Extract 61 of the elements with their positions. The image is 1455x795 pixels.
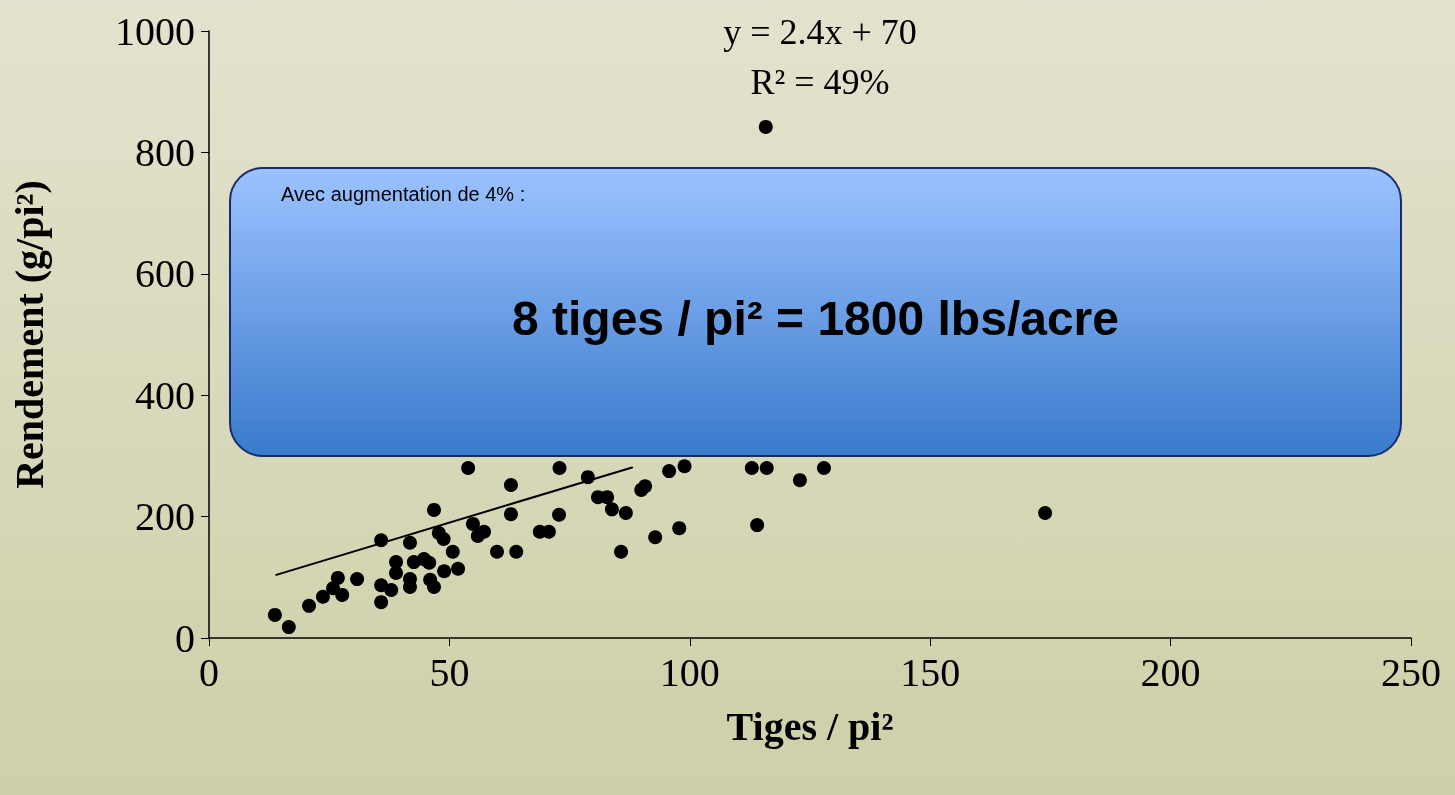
point [427,502,442,517]
point [465,516,480,531]
point [445,544,460,559]
point [335,587,350,602]
y-axis-title: Rendement (g/pi²) [6,180,52,489]
point [552,507,567,522]
point [477,524,492,539]
y-tick-label: 400 [135,372,195,418]
y-tick-label: 600 [135,251,195,297]
point [648,530,663,545]
point [302,598,317,613]
point [552,461,567,476]
y-tick-label: 1000 [115,8,195,54]
y-tick-label: 200 [135,494,195,540]
point [402,535,417,550]
x-tick-label: 50 [429,649,470,695]
point [437,564,452,579]
point [461,461,476,476]
point [315,589,330,604]
x-tick-label: 150 [900,649,961,695]
point [422,555,437,570]
point [759,461,774,476]
y-tick-label: 800 [135,129,195,175]
point [1038,505,1053,520]
x-tick-label: 100 [659,649,720,695]
point [758,119,773,134]
point [509,544,524,559]
point [389,566,404,581]
point [638,479,653,494]
point [672,521,687,536]
annotation: R² = 49% [750,62,890,102]
point [451,561,466,576]
point [503,507,518,522]
point [503,478,518,493]
x-axis-title: Tiges / pi² [726,703,894,749]
point [662,464,677,479]
point [267,607,282,622]
point [604,502,619,517]
x-tick-label: 200 [1140,649,1201,695]
x-tick-label: 250 [1381,649,1441,695]
point [436,532,451,547]
point [330,570,345,585]
point [281,620,296,635]
point [374,595,389,610]
point [614,544,629,559]
point [427,580,442,595]
annotation: 8 tiges / pi² = 1800 lbs/acre [511,291,1120,346]
point [744,461,759,476]
point [350,572,365,587]
annotation: Avec augmentation de 4% : [281,183,526,206]
callout-box: Avec augmentation de 4% : 8 tiges / pi² = 1800 lbs/acre [229,167,1402,457]
point [384,583,399,598]
point [490,544,504,559]
point [816,461,831,476]
point [600,490,615,505]
point [677,459,692,474]
y-tick-label: 0 [175,615,195,661]
annotation: y = 2.4x + 70 [723,12,917,52]
point [792,473,807,488]
point [618,505,633,520]
point [750,518,765,533]
